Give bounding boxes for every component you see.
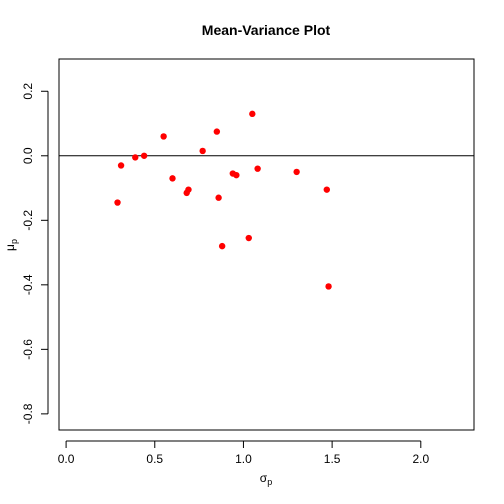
x-axis: 0.0 0.5 1.0 1.5 2.0 xyxy=(58,441,430,466)
y-tick-label: -0.2 xyxy=(21,210,35,231)
x-tick-label: 1.5 xyxy=(324,452,341,466)
data-point xyxy=(293,169,299,175)
data-point xyxy=(325,283,331,289)
x-tick-label: 1.0 xyxy=(235,452,252,466)
data-point xyxy=(118,162,124,168)
points-layer xyxy=(114,111,331,290)
data-point xyxy=(199,148,205,154)
x-tick-label: 0.5 xyxy=(146,452,163,466)
data-point xyxy=(141,153,147,159)
y-axis: -0.8 -0.6 -0.4 -0.2 0.0 0.2 xyxy=(21,83,48,425)
y-axis-label-sub: p xyxy=(9,239,19,244)
x-axis-label-sub: p xyxy=(267,477,272,487)
data-point xyxy=(254,165,260,171)
chart-title: Mean-Variance Plot xyxy=(202,22,331,38)
y-axis-label: μp xyxy=(3,239,19,251)
x-axis-label: σp xyxy=(260,471,272,487)
x-tick-label: 2.0 xyxy=(412,452,429,466)
data-point xyxy=(185,186,191,192)
data-point xyxy=(132,154,138,160)
y-tick-label: -0.4 xyxy=(21,274,35,295)
data-point xyxy=(160,133,166,139)
y-tick-label: -0.8 xyxy=(21,403,35,424)
data-point xyxy=(214,128,220,134)
data-point xyxy=(246,235,252,241)
data-point xyxy=(114,199,120,205)
data-point xyxy=(324,186,330,192)
plot-frame xyxy=(59,59,474,430)
y-tick-label: 0.2 xyxy=(21,83,35,100)
data-point xyxy=(249,111,255,117)
y-tick-label: -0.6 xyxy=(21,339,35,360)
y-tick-label: 0.0 xyxy=(21,147,35,164)
data-point xyxy=(233,172,239,178)
data-point xyxy=(219,243,225,249)
data-point xyxy=(215,195,221,201)
x-tick-label: 0.0 xyxy=(58,452,75,466)
data-point xyxy=(169,175,175,181)
